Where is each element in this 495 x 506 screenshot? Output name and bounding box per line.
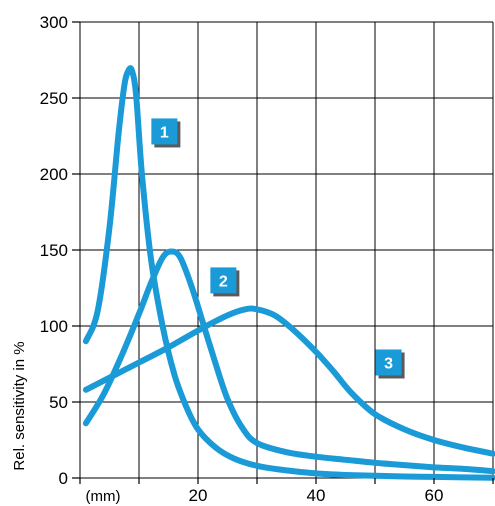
x-axis-label: (mm): [86, 488, 121, 505]
series-1-badge: [151, 118, 178, 145]
y-tick-label: 300: [40, 13, 68, 32]
grid: [79, 21, 494, 479]
y-axis-label: Rel. sensitivity in %: [11, 341, 28, 470]
series-3-line: [82, 305, 495, 457]
series-3-label: 3: [384, 355, 393, 372]
series-group: 1 2 3: [82, 65, 495, 481]
y-tick-label: 100: [40, 317, 68, 336]
x-tick-label: 60: [425, 486, 444, 505]
series-3-badge: [375, 349, 402, 376]
y-tick-label: 0: [59, 469, 68, 488]
y-tick-label: 200: [40, 165, 68, 184]
y-tick-label: 50: [49, 393, 68, 412]
axes: 0 50 100 150 200 250 300 20 40 60: [40, 13, 494, 505]
series-2-line: [82, 248, 495, 475]
series-2-badge: [210, 267, 237, 294]
y-tick-label: 250: [40, 89, 68, 108]
series-1-label: 1: [160, 124, 169, 141]
x-tick-label: 40: [307, 486, 326, 505]
y-tick-label: 150: [40, 241, 68, 260]
series-2-label: 2: [219, 273, 228, 290]
series-1-line: [82, 65, 495, 481]
x-tick-label: 20: [189, 486, 208, 505]
